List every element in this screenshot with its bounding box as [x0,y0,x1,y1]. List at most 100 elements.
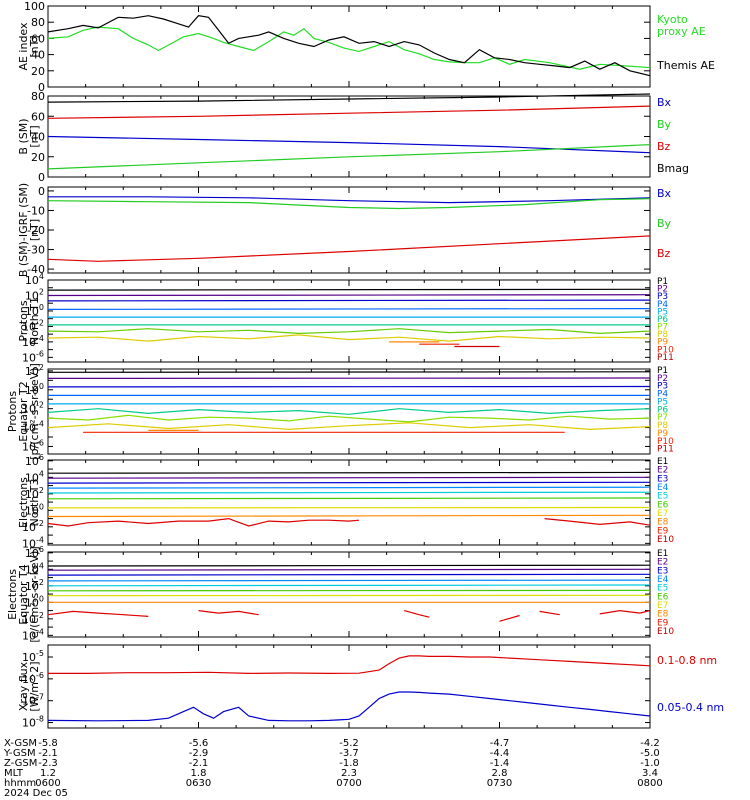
y-tick-label: 106 [25,453,44,468]
y-tick-label: 10-7 [22,693,44,708]
series-line [47,105,651,119]
y-tick-label: -10 [27,204,45,217]
y-tick-label: -20 [27,224,45,237]
y-axis-label: [nT] [28,125,41,147]
legend-entry: E2 [657,558,668,568]
legend-entry: P6 [657,405,668,415]
x-row-value: 0600 [35,778,60,789]
x-row-value: 0730 [487,778,512,789]
y-tick-label: 10-2 [22,318,44,333]
legend-entry: E4 [657,483,669,493]
legend-entry: P5 [657,307,668,317]
series-line [47,414,651,423]
y-axis-label: Protons [6,391,19,432]
legend-entry: Kyoto [657,13,688,26]
x-row-label: MLT [4,768,24,779]
x-row-value: -1.0 [640,758,660,769]
legend-entry: P5 [657,397,668,407]
series-line [47,308,651,310]
y-tick-label: 100 [25,594,44,609]
legend-entry: E8 [657,518,669,528]
y-axis-label: AE index [17,22,30,71]
x-row-value: -5.0 [640,748,660,759]
legend-entry: E10 [657,535,674,545]
legend-entry: By [657,118,672,131]
series-line [47,288,651,291]
series-line [47,514,651,518]
x-row-value: -5.2 [339,738,359,749]
x-row-value: 0700 [336,778,361,789]
y-tick-label: 10-4 [22,535,44,550]
series-line [47,568,651,571]
series-line [47,486,651,489]
legend-entry: Bx [657,96,672,109]
legend-entry: P1 [657,366,668,376]
series-line [47,26,651,70]
series-line [47,334,651,342]
legend-entry: P8 [657,330,668,340]
legend-entry: Bx [657,187,672,200]
x-row-value: -1.8 [339,758,359,769]
x-row-value: 1.2 [40,768,56,779]
series-line [47,497,651,500]
series-line [47,299,651,302]
series-line [47,610,149,617]
series-line [47,422,651,431]
y-tick-label: 10-2 [22,519,44,534]
series-line [47,691,651,722]
y-tick-label: 40 [31,49,45,62]
series-line [47,564,651,567]
y-tick-label: 100 [25,502,44,517]
y-axis-label: North T1 [28,297,41,345]
x-row-value: 3.4 [642,768,658,779]
legend-entry: E9 [657,618,669,628]
panel-frame [47,368,651,455]
series-line [47,573,651,576]
series-line [47,235,651,262]
x-row-value: -4.4 [490,748,510,759]
x-row-value: 1.8 [191,768,207,779]
legend-entry: E7 [657,509,668,519]
legend-entry: Bz [657,140,671,153]
x-row-value: 0800 [637,778,662,789]
x-row-value: -2.1 [189,758,209,769]
series-line [47,584,651,587]
y-axis-label: [W/m^2] [28,661,41,711]
y-tick-label: 60 [31,110,45,123]
x-row-value: -4.2 [640,738,660,749]
y-tick-label: 40 [31,131,45,144]
y-tick-label: 102 [25,287,44,302]
y-tick-label: 10-4 [22,420,44,435]
legend-entry: E5 [657,492,668,502]
series-line [544,518,651,526]
legend-entry: 0.1-0.8 nm [657,654,717,667]
x-row-label: hhmm [4,778,36,789]
series-line [48,196,651,204]
series-line [47,135,651,154]
y-tick-label: 100 [24,0,45,13]
legend-entry: E4 [657,575,669,585]
legend-entry: P4 [657,390,668,400]
series-line [47,328,651,335]
y-tick-label: 0 [38,171,45,184]
y-tick-label: 104 [25,469,44,484]
series-line [47,579,651,582]
legend-entry: P8 [657,421,668,431]
y-axis-label: [nT] [28,35,41,57]
panel-frame [47,5,651,88]
legend-entry: P9 [657,338,668,348]
y-tick-label: 10-8 [22,715,44,730]
y-tick-label: 20 [31,151,45,164]
series-line [539,610,560,616]
y-tick-label: 10-6 [22,671,44,686]
series-line [47,371,651,373]
legend-entry: E3 [657,474,668,484]
x-row-value: 2.8 [492,768,508,779]
x-row-value: -5.8 [38,738,58,749]
y-axis-label: Equator T4 [17,564,30,624]
y-tick-label: 60 [31,32,45,45]
legend-entry: E3 [657,566,668,576]
legend-entry: Themis AE [656,59,715,72]
series-line [47,198,651,210]
